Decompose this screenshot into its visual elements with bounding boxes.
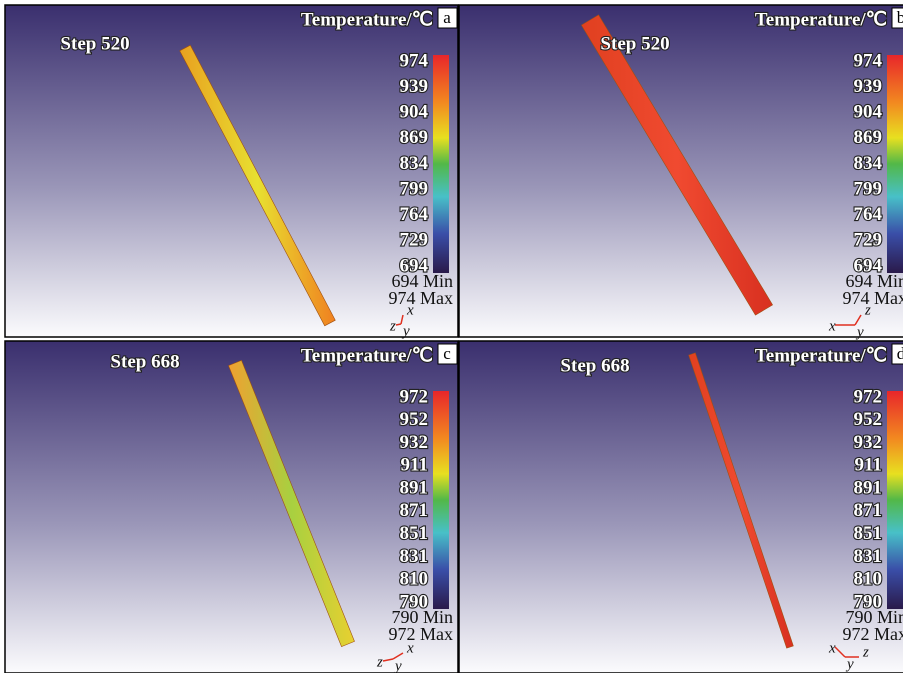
panel-letter: d <box>897 344 903 363</box>
colorbar-tick-label: 871 <box>400 500 429 521</box>
max-label: 974 Max <box>843 288 903 308</box>
colorbar-tick-label: 974 <box>854 50 883 71</box>
max-label: 972 Max <box>843 624 903 644</box>
panel-letter: c <box>443 344 451 363</box>
colorbar-tick-label: 891 <box>854 477 883 498</box>
colorbar-tick-label: 799 <box>854 178 883 199</box>
axis-label: x <box>406 302 414 318</box>
colorbar-tick-label: 810 <box>400 569 429 590</box>
panel: Step 520 Temperature/℃ a 974 939 904 869 834 799… <box>5 5 458 339</box>
colorbar-tick-label: 891 <box>400 477 429 498</box>
panel-letter: b <box>897 8 903 27</box>
step-label: Step 520 <box>60 33 129 54</box>
colorbar-tick-label: 834 <box>854 153 883 174</box>
figure: Step 520 Temperature/℃ a 974 939 904 869 834 799… <box>0 0 903 673</box>
colorbar-tick-label: 764 <box>854 204 883 225</box>
axis-label: z <box>864 302 871 318</box>
colorbar-tick-label: 952 <box>854 409 883 430</box>
colorbar-tick-label: 764 <box>400 204 429 225</box>
colorbar-tick-label: 972 <box>854 386 883 407</box>
panel: Step 668 Temperature/℃ d 972952932911891871… <box>459 341 903 673</box>
colorbar-tick-label: 911 <box>401 455 428 476</box>
legend-title: Temperature/℃ <box>755 345 887 366</box>
colorbar-tick-label: 911 <box>855 455 882 476</box>
colorbar-tick-label: 834 <box>400 153 429 174</box>
colorbar-tick-label: 831 <box>854 546 883 567</box>
panel-background <box>459 341 903 673</box>
colorbar <box>887 55 903 273</box>
colorbar-tick-label: 974 <box>400 50 429 71</box>
step-label: Step 520 <box>600 33 669 54</box>
colorbar-tick-label: 972 <box>400 386 429 407</box>
colorbar <box>433 391 449 609</box>
colorbar-tick-label: 729 <box>400 230 429 251</box>
legend-title: Temperature/℃ <box>755 9 887 30</box>
colorbar-tick-label: 729 <box>854 230 883 251</box>
colorbar-tick-label: 939 <box>400 76 429 97</box>
colorbar-tick-label: 932 <box>400 432 429 453</box>
axis-label: y <box>855 324 864 340</box>
colorbar-tick-label: 810 <box>854 569 883 590</box>
colorbar-tick-label: 851 <box>854 523 883 544</box>
colorbar-tick-label: 939 <box>854 76 883 97</box>
axis-label: x <box>828 318 836 334</box>
colorbar-tick-label: 932 <box>854 432 883 453</box>
colorbar-tick-label: 871 <box>854 500 883 521</box>
max-label: 972 Max <box>389 624 454 644</box>
panel-letter: a <box>443 8 451 27</box>
colorbar-tick-label: 904 <box>400 102 429 123</box>
colorbar-tick-label: 799 <box>400 178 429 199</box>
colorbar-tick-label: 831 <box>400 546 429 567</box>
axis-label: z <box>862 644 869 660</box>
colorbar-tick-label: 851 <box>400 523 429 544</box>
colorbar-tick-label: 904 <box>854 102 883 123</box>
axis-label: z <box>389 318 396 334</box>
colorbar-tick-label: 952 <box>400 409 429 430</box>
legend-title: Temperature/℃ <box>301 9 433 30</box>
axis-label: x <box>406 640 414 656</box>
max-label: 974 Max <box>389 288 454 308</box>
panel: Step 668 Temperature/℃ c 972952932911891871… <box>5 341 458 673</box>
axis-label: y <box>845 656 854 672</box>
axis-line <box>396 324 401 325</box>
axis-label: y <box>393 658 402 673</box>
step-label: Step 668 <box>560 355 629 376</box>
legend-title: Temperature/℃ <box>301 345 433 366</box>
axis-label: z <box>376 654 383 670</box>
colorbar-tick-label: 869 <box>854 127 883 148</box>
step-label: Step 668 <box>110 351 179 372</box>
panel: Step 520 Temperature/℃ b 974 939 904 869 834 799… <box>459 5 903 340</box>
axis-label: y <box>401 323 410 339</box>
colorbar <box>887 391 903 609</box>
colorbar <box>433 55 449 273</box>
colorbar-tick-label: 869 <box>400 127 429 148</box>
axis-label: x <box>828 640 836 656</box>
